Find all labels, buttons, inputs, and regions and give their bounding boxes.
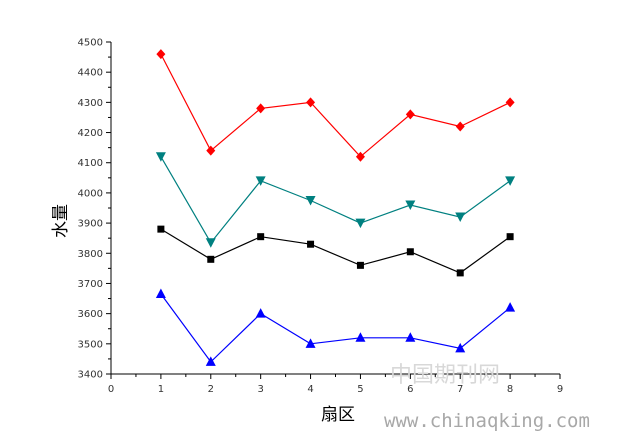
y-axis-title: 水量 [51, 204, 71, 238]
data-point [505, 176, 516, 186]
watermark-url: www.chinaqking.com [384, 410, 590, 432]
data-point [156, 49, 166, 60]
x-axis-ticks: 0 1 2 3 4 5 6 7 8 9 [108, 374, 563, 395]
data-point [355, 151, 365, 162]
chart-axes [110, 42, 560, 375]
series-line [160, 228, 511, 274]
data-point [255, 176, 266, 186]
y-tick-label: 3900 [78, 219, 103, 230]
data-point [305, 338, 316, 348]
x-tick-label: 7 [457, 384, 463, 395]
x-axis-title: 扇区 [321, 405, 355, 425]
x-tick-label: 0 [108, 384, 114, 395]
y-axis-ticks: 3400 3500 3600 3700 3800 3900 4000 4100 4200 4300… [78, 38, 111, 381]
x-tick-label: 8 [507, 384, 513, 395]
x-tick-label: 9 [557, 384, 563, 395]
data-point [305, 195, 316, 206]
data-point [306, 97, 316, 108]
y-tick-label: 4400 [78, 68, 103, 79]
watermark-chinese: 中国期刊网 [390, 363, 500, 388]
data-point [456, 269, 464, 277]
data-point [355, 218, 366, 229]
data-point [406, 248, 414, 256]
y-tick-label: 4100 [78, 158, 103, 169]
data-point [205, 356, 216, 366]
data-point [356, 261, 364, 269]
y-tick-label: 4300 [78, 98, 103, 109]
data-point [405, 332, 416, 342]
data-point [455, 342, 466, 353]
data-point [206, 145, 216, 156]
data-point [405, 200, 416, 210]
y-tick-label: 4200 [78, 128, 103, 139]
data-point [506, 233, 514, 241]
y-tick-label: 3500 [78, 339, 103, 350]
y-tick-label: 3400 [78, 370, 103, 381]
y-tick-label: 3700 [78, 279, 103, 290]
data-point [205, 238, 216, 248]
y-tick-label: 4500 [78, 38, 103, 49]
x-tick-label: 4 [307, 384, 313, 395]
series-2 [155, 152, 516, 248]
y-tick-label: 4000 [78, 188, 103, 199]
data-point [505, 302, 516, 312]
series-line [160, 293, 511, 363]
x-tick-label: 6 [407, 384, 413, 395]
data-point [455, 212, 466, 223]
series-line [160, 53, 511, 158]
data-point [155, 152, 166, 162]
data-point [155, 288, 166, 299]
data-point [157, 225, 165, 233]
data-point [257, 233, 265, 241]
data-point [455, 121, 465, 132]
data-point [355, 332, 366, 342]
y-tick-label: 3600 [78, 309, 103, 320]
y-tick-label: 3800 [78, 249, 103, 260]
data-point [207, 255, 215, 263]
x-tick-label: 3 [257, 384, 263, 395]
series-layer [155, 49, 516, 366]
series-3 [157, 225, 514, 277]
series-1 [156, 49, 515, 162]
x-tick-label: 5 [357, 384, 363, 395]
data-point [307, 240, 315, 248]
data-point [256, 103, 266, 114]
data-point [405, 109, 415, 120]
x-tick-label: 1 [158, 384, 164, 395]
data-point [255, 308, 266, 318]
x-tick-label: 2 [208, 384, 214, 395]
data-point [505, 97, 515, 108]
series-4 [155, 288, 516, 366]
series-line [160, 156, 511, 244]
